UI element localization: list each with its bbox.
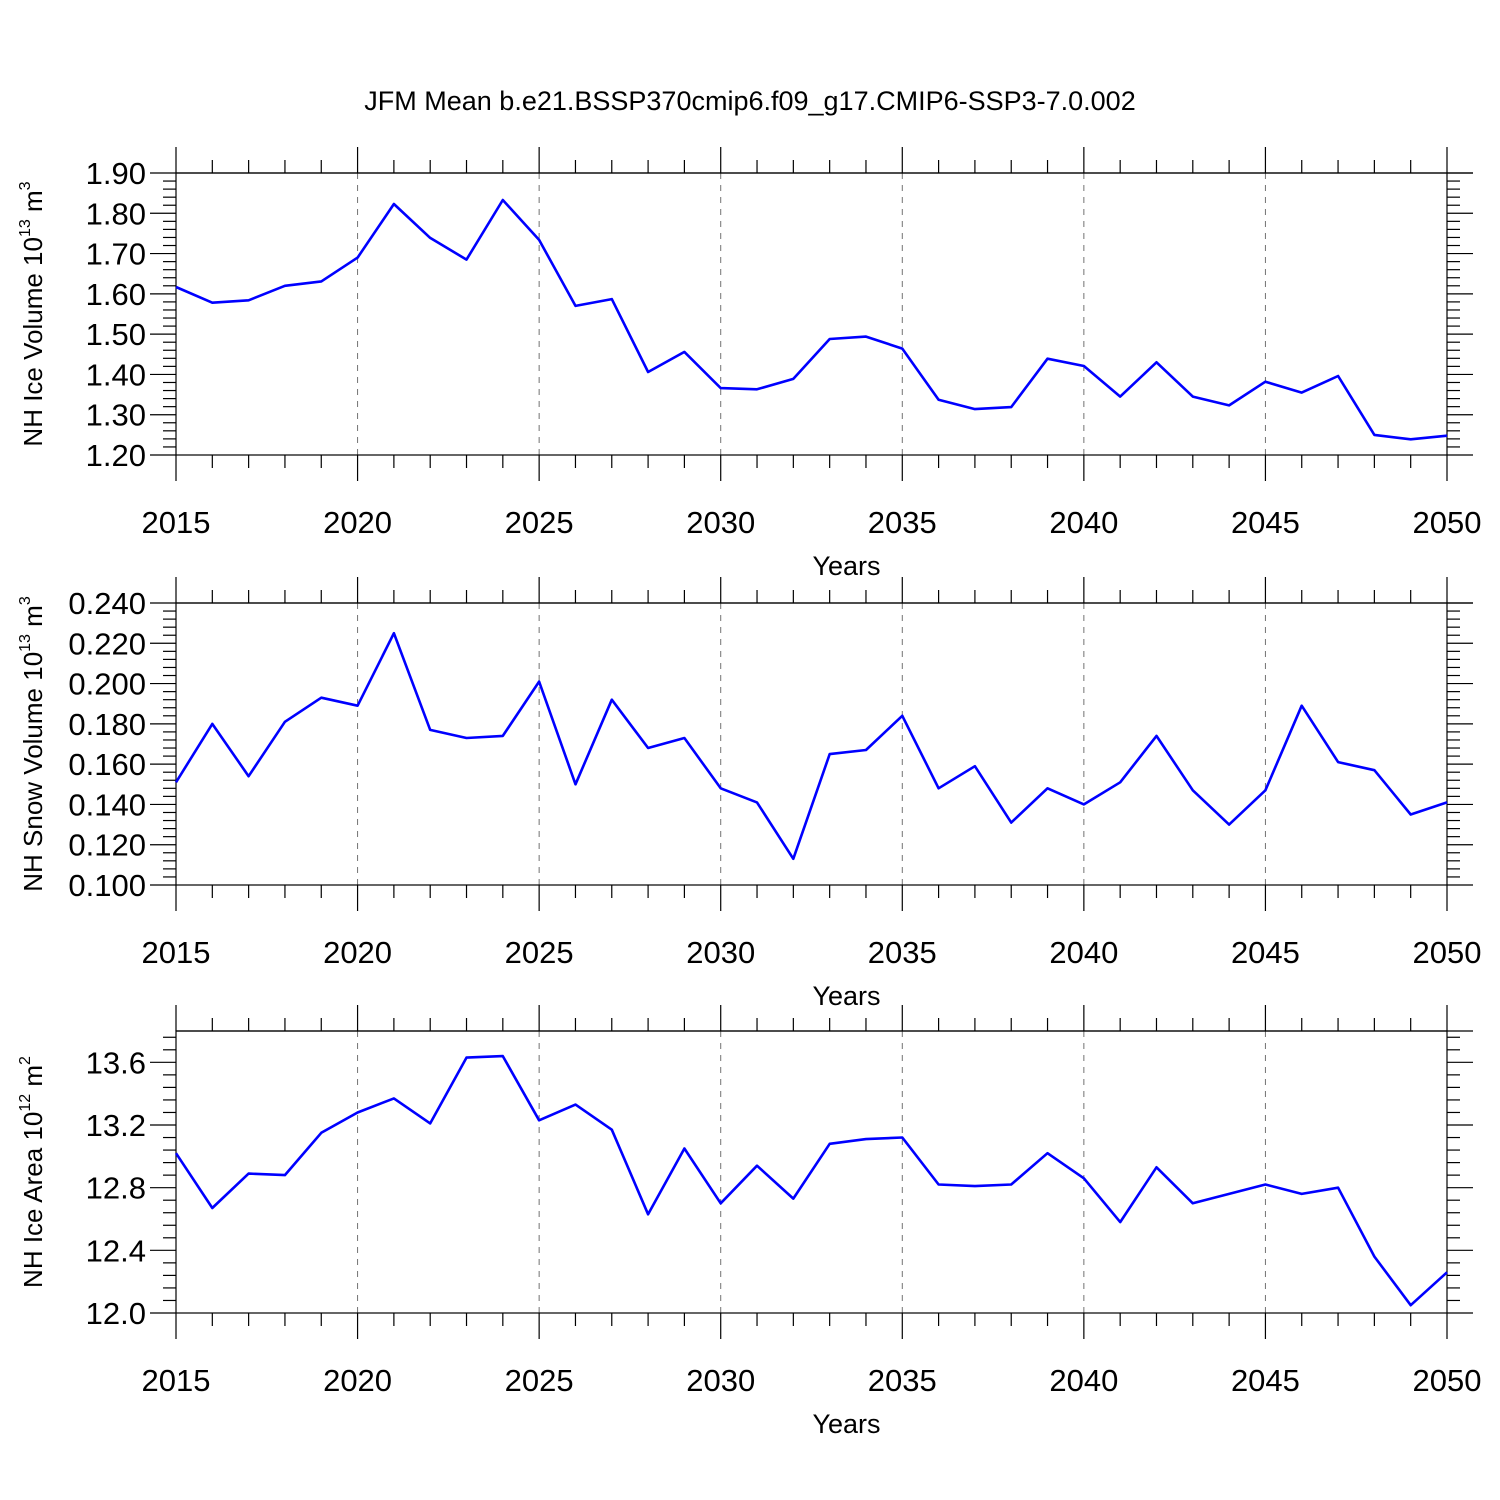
y-axis-label-part: NH Snow Volume 10	[18, 652, 48, 892]
x-tick-label: 2050	[1413, 935, 1482, 970]
y-tick-label: 1.30	[86, 398, 146, 433]
y-axis-label: NH Snow Volume 1013 m3	[17, 596, 48, 892]
x-tick-label: 2015	[142, 1363, 211, 1398]
data-series-line	[174, 631, 1448, 861]
y-tick-label: 0.220	[68, 626, 146, 661]
panels: 1.20 1.30 1.40 1.50 1.60 1.70 1.80 1.90 2015 2020…	[17, 147, 1481, 1439]
panel-1: 1.20 1.30 1.40 1.50 1.60 1.70 1.80 1.90 2015 2020…	[17, 147, 1481, 581]
y-axis-label-part: NH Ice Area 10	[18, 1112, 48, 1288]
y-axis-label-superscript: 3	[17, 596, 34, 605]
y-axis-label: NH Ice Area 1012 m2	[17, 1056, 48, 1288]
y-axis-label-part: m	[18, 605, 48, 634]
data-series-line	[175, 198, 1448, 441]
y-tick-label: 1.80	[86, 196, 146, 231]
y-axis-label-part: NH Ice Volume 10	[18, 237, 48, 447]
x-tick-label: 2030	[686, 505, 755, 540]
y-tick-label: 1.20	[86, 438, 146, 473]
y-tick-label: 13.6	[86, 1045, 146, 1080]
panel-2: 0.100 0.120 0.140 0.160 0.180 0.200 0.220 0.240…	[17, 577, 1481, 1011]
data-series-line	[174, 1054, 1448, 1307]
y-axis-label: NH Ice Volume 1013 m3	[17, 181, 48, 446]
y-tick-label: 0.240	[68, 586, 146, 621]
y-axis-label-superscript: 12	[17, 1094, 34, 1112]
y-tick-label: 1.40	[86, 357, 146, 392]
x-tick-label: 2040	[1049, 505, 1118, 540]
y-axis-label-superscript: 13	[17, 634, 34, 652]
x-tick-label: 2020	[323, 505, 392, 540]
y-tick-label: 12.4	[86, 1233, 146, 1268]
x-tick-label: 2050	[1413, 505, 1482, 540]
x-tick-label: 2045	[1231, 935, 1300, 970]
x-tick-label: 2020	[323, 1363, 392, 1398]
x-tick-label: 2020	[323, 935, 392, 970]
y-axis-label-superscript: 2	[17, 1056, 34, 1065]
x-tick-label: 2050	[1413, 1363, 1482, 1398]
x-tick-label: 2035	[868, 1363, 937, 1398]
y-tick-label: 0.200	[68, 667, 146, 702]
y-axis-label-part: m	[18, 1065, 48, 1094]
x-tick-label: 2030	[686, 935, 755, 970]
x-tick-label: 2040	[1049, 935, 1118, 970]
y-tick-label: 1.70	[86, 237, 146, 272]
x-tick-label: 2015	[142, 505, 211, 540]
x-tick-label: 2015	[142, 935, 211, 970]
y-tick-label: 0.180	[68, 707, 146, 742]
y-tick-label: 0.120	[68, 828, 146, 863]
y-tick-label: 1.60	[86, 277, 146, 312]
x-tick-label: 2035	[868, 505, 937, 540]
x-tick-label: 2045	[1231, 1363, 1300, 1398]
x-tick-label: 2040	[1049, 1363, 1118, 1398]
x-tick-label: 2025	[505, 1363, 574, 1398]
y-tick-label: 0.100	[68, 868, 146, 903]
y-axis-label-part: m	[18, 190, 48, 219]
figure-title: JFM Mean b.e21.BSSP370cmip6.f09_g17.CMIP…	[364, 86, 1135, 116]
y-tick-label: 0.140	[68, 787, 146, 822]
x-tick-label: 2030	[686, 1363, 755, 1398]
panel-3: 12.0 12.4 12.8 13.2 13.6 2015 2020 2025 2030 2035…	[17, 1005, 1481, 1439]
y-tick-label: 13.2	[86, 1108, 146, 1143]
y-tick-label: 1.50	[86, 317, 146, 352]
y-axis-label-superscript: 3	[17, 181, 34, 190]
y-tick-label: 12.0	[86, 1296, 146, 1331]
x-tick-label: 2025	[505, 935, 574, 970]
y-tick-label: 1.90	[86, 156, 146, 191]
x-tick-label: 2045	[1231, 505, 1300, 540]
x-tick-label: 2025	[505, 505, 574, 540]
y-axis-label-superscript: 13	[17, 219, 34, 237]
x-axis-label: Years	[812, 551, 880, 581]
y-tick-label: 0.160	[68, 747, 146, 782]
x-tick-label: 2035	[868, 935, 937, 970]
x-axis-label: Years	[812, 1409, 880, 1439]
x-axis-label: Years	[812, 981, 880, 1011]
y-tick-label: 12.8	[86, 1171, 146, 1206]
